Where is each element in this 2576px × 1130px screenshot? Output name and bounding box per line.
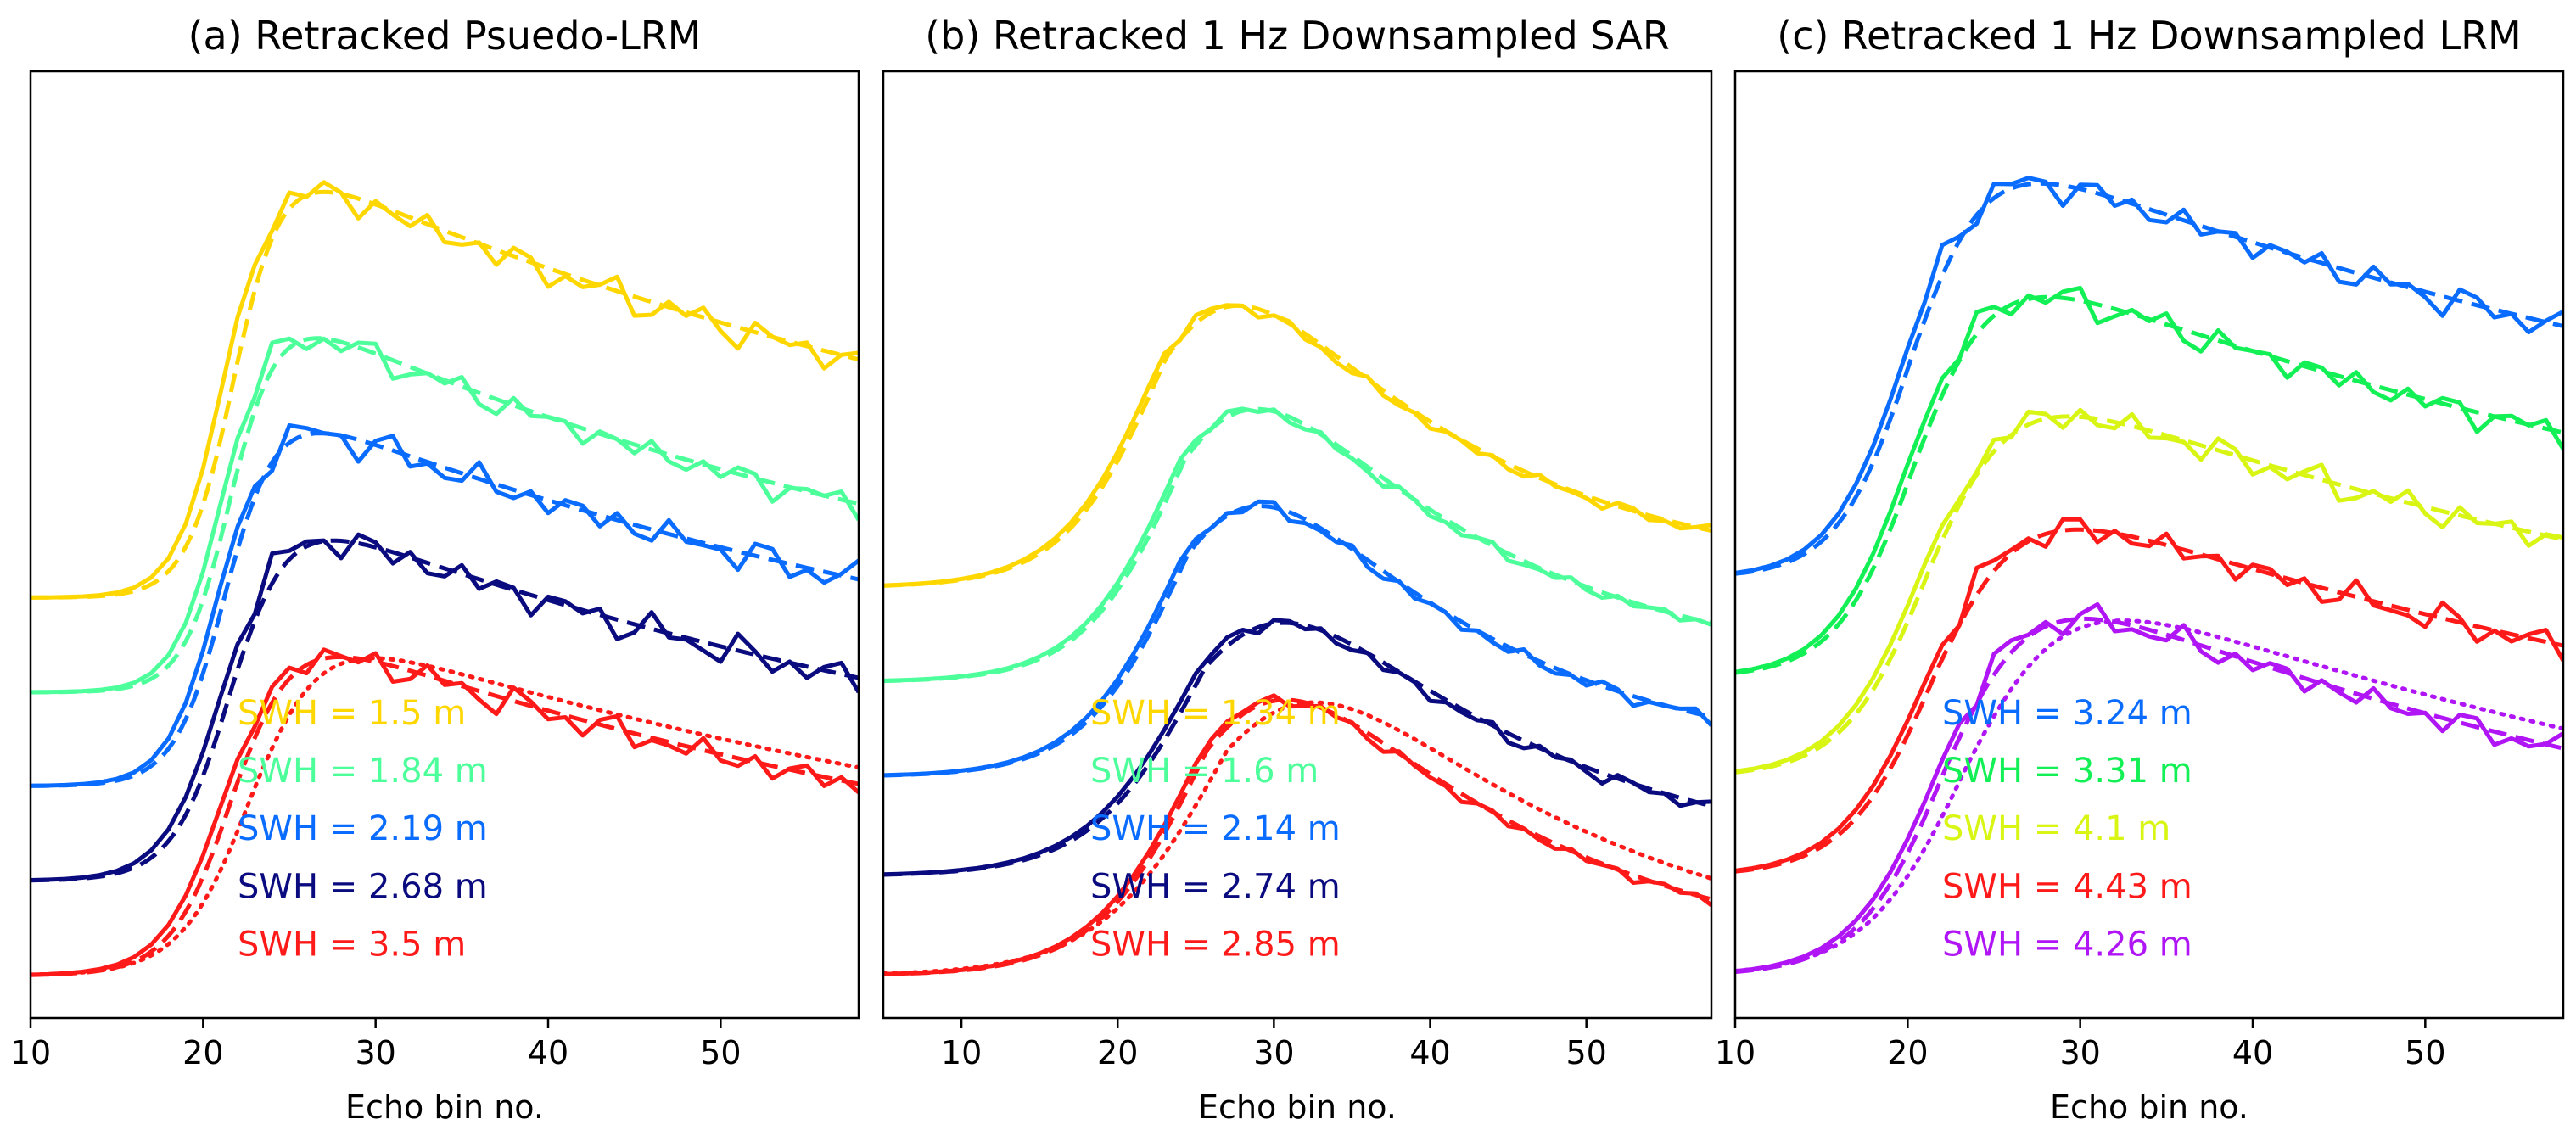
swh-label-5: SWH = 3.5 m <box>238 925 466 964</box>
x-axis-label: Echo bin no. <box>1198 1088 1397 1126</box>
series-measured-1 <box>883 303 1711 588</box>
series-fit-4 <box>31 538 859 883</box>
panel-title: (c) Retracked 1 Hz Downsampled LRM <box>1777 13 2521 59</box>
series-measured-3 <box>31 423 859 788</box>
plot-area <box>883 303 1711 976</box>
swh-label-5: SWH = 4.26 m <box>1942 925 2192 964</box>
x-tick-label: 20 <box>1887 1034 1928 1071</box>
swh-label-3: SWH = 2.14 m <box>1090 809 1341 848</box>
series-fit-1 <box>1735 181 2563 576</box>
x-tick-label: 20 <box>1097 1034 1138 1071</box>
series-fit-2 <box>31 336 859 695</box>
panel-1: SWH = 1.5 m SWH = 1.84 m SWH = 2.19 m SWH =… <box>10 13 860 1126</box>
x-tick-label: 10 <box>10 1034 51 1071</box>
panel-title: (b) Retracked 1 Hz Downsampled SAR <box>925 13 1670 59</box>
series-measured-3 <box>883 499 1711 778</box>
panel-3: SWH = 3.24 m SWH = 3.31 m SWH = 4.1 m SWH =… <box>1715 13 2565 1126</box>
series-measured-3 <box>1735 407 2563 774</box>
series-fit-3 <box>883 504 1711 778</box>
swh-label-1: SWH = 1.5 m <box>238 694 466 733</box>
plot-area <box>31 180 859 977</box>
swh-label-4: SWH = 4.43 m <box>1942 867 2192 906</box>
axes-frame <box>29 70 860 1020</box>
series-measured-2 <box>31 336 859 695</box>
swh-label-3: SWH = 4.1 m <box>1942 809 2170 848</box>
series-fit-2 <box>1735 294 2563 675</box>
swh-label-5: SWH = 2.85 m <box>1090 925 1341 964</box>
series-fit-5 <box>31 655 859 977</box>
series-measured-1 <box>1735 176 2563 575</box>
x-tick-label: 30 <box>355 1034 395 1071</box>
swh-label-3: SWH = 2.19 m <box>238 809 488 848</box>
series-fit-1 <box>883 303 1711 588</box>
series-reference-dotted <box>1735 618 2563 973</box>
x-tick-label: 50 <box>2405 1034 2445 1071</box>
swh-label-2: SWH = 1.84 m <box>238 752 488 791</box>
series-reference-dotted <box>883 700 1711 976</box>
x-tick-label: 50 <box>700 1034 741 1071</box>
swh-label-1: SWH = 3.24 m <box>1942 694 2192 733</box>
series-fit-1 <box>31 189 859 600</box>
x-tick-label: 10 <box>941 1034 982 1071</box>
x-tick-label: 50 <box>1565 1034 1606 1071</box>
swh-label-2: SWH = 3.31 m <box>1942 752 2192 791</box>
series-measured-4 <box>1735 517 2563 873</box>
series-measured-5 <box>31 647 859 977</box>
x-tick-label: 30 <box>1253 1034 1294 1071</box>
series-fit-4 <box>883 620 1711 877</box>
series-fit-4 <box>1735 527 2563 874</box>
axes-frame <box>1733 70 2565 1020</box>
series-fit-3 <box>1735 414 2563 775</box>
series-fit-5 <box>1735 616 2563 974</box>
swh-label-4: SWH = 2.68 m <box>238 867 488 906</box>
panel-title: (a) Retracked Psuedo-LRM <box>188 13 702 59</box>
x-tick-label: 20 <box>182 1034 223 1071</box>
series-measured-1 <box>31 180 859 600</box>
x-tick-label: 40 <box>528 1034 568 1071</box>
swh-label-4: SWH = 2.74 m <box>1090 867 1341 906</box>
x-tick-label: 40 <box>1409 1034 1450 1071</box>
x-tick-label: 40 <box>2232 1034 2273 1071</box>
series-fit-2 <box>883 406 1711 684</box>
plot-area <box>1735 176 2563 974</box>
swh-label-1: SWH = 1.34 m <box>1090 694 1341 733</box>
series-fit-3 <box>31 431 859 788</box>
axes-frame <box>882 70 1713 1020</box>
series-fit-5 <box>883 697 1711 976</box>
x-tick-label: 30 <box>2059 1034 2100 1071</box>
x-axis-label: Echo bin no. <box>345 1088 544 1126</box>
panel-2: SWH = 1.34 m SWH = 1.6 m SWH = 2.14 m SWH =… <box>882 13 1713 1126</box>
swh-label-2: SWH = 1.6 m <box>1090 752 1319 791</box>
series-measured-2 <box>883 406 1711 683</box>
series-reference-dotted <box>31 656 859 977</box>
x-axis-label: Echo bin no. <box>2050 1088 2248 1126</box>
series-measured-4 <box>31 532 859 882</box>
x-tick-label: 10 <box>1715 1034 1756 1071</box>
